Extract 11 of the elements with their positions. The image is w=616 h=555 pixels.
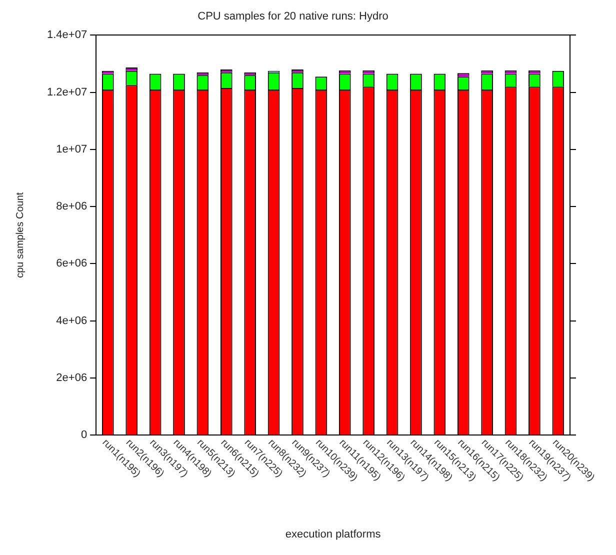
y-tick-label: 1e+07 [56,143,88,156]
y-tick-label: 1.2e+07 [46,86,88,98]
x-axis-title: execution platforms [285,528,382,540]
y-tick-label: 4e+06 [56,314,88,327]
y-tick-label: 8e+06 [56,200,88,213]
y-tick-label: 1.4e+07 [46,29,88,42]
chart-title: CPU samples for 20 native runs: Hydro [198,10,388,23]
y-tick-label: 2e+06 [56,372,88,384]
y-axis-title: cpu samples Count [14,192,26,278]
y-tick-label: 6e+06 [56,258,88,270]
y-tick-label: 0 [80,429,88,442]
